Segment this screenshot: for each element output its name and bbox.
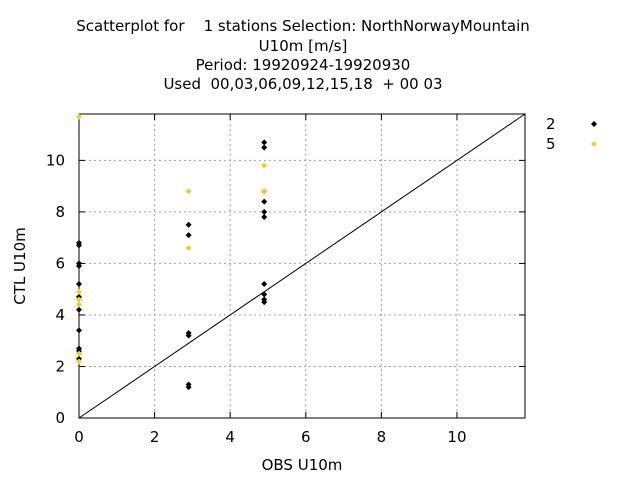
legend-marker-series-5 xyxy=(591,141,597,147)
y-tick-label: 10 xyxy=(46,151,65,169)
data-point-series-2 xyxy=(76,263,82,269)
chart-title-line-2: U10m [m/s] xyxy=(258,37,348,55)
x-tick-label: 0 xyxy=(74,428,84,446)
data-point-series-2 xyxy=(76,242,82,249)
y-tick-label: 2 xyxy=(55,357,65,375)
legend-marker-series-2 xyxy=(591,121,597,127)
data-point-series-2 xyxy=(185,221,192,228)
data-point-series-5 xyxy=(76,296,82,303)
x-tick-label: 2 xyxy=(150,428,160,446)
data-point-series-2 xyxy=(261,281,268,288)
data-point-series-5 xyxy=(261,188,268,195)
data-point-series-2 xyxy=(76,281,82,288)
chart-title-line-4: Used 00,03,06,09,12,15,18 + 00 03 xyxy=(163,75,443,93)
legend: 25 xyxy=(546,115,597,153)
y-tick-label: 0 xyxy=(55,409,65,427)
legend-label-series-2: 2 xyxy=(546,115,556,133)
reference-line-y-equals-x xyxy=(78,113,526,419)
x-tick-label: 8 xyxy=(377,428,387,446)
data-point-series-5 xyxy=(76,113,82,120)
data-point-series-2 xyxy=(185,332,192,339)
y-tick-label: 6 xyxy=(55,254,65,272)
data-point-series-5 xyxy=(185,244,192,251)
x-axis-label: OBS U10m xyxy=(262,456,343,474)
legend-label-series-5: 5 xyxy=(546,135,556,153)
y-tick-label: 4 xyxy=(55,306,65,324)
data-point-series-2 xyxy=(261,144,268,151)
data-point-series-5 xyxy=(185,188,192,195)
data-point-series-2 xyxy=(76,327,82,334)
data-point-series-2 xyxy=(261,139,268,146)
y-tick-label: 8 xyxy=(55,203,65,221)
data-point-series-2 xyxy=(261,208,268,215)
data-point-series-2 xyxy=(76,306,82,313)
data-point-series-5 xyxy=(76,350,82,357)
data-point-series-5 xyxy=(76,288,82,295)
axis-ticks: 0 2 4 6 8 10 0 2 4 6 8 10 xyxy=(46,114,525,446)
chart-title-line-3: Period: 19920924-19920930 xyxy=(195,56,411,74)
data-point-series-2 xyxy=(261,214,268,221)
data-point-series-5 xyxy=(261,162,268,169)
data-point-series-2 xyxy=(261,299,268,306)
data-point-series-2 xyxy=(185,384,192,391)
data-point-series-5 xyxy=(76,301,82,308)
x-tick-label: 6 xyxy=(301,428,311,446)
x-tick-label: 10 xyxy=(447,428,466,446)
data-point-series-2 xyxy=(261,291,268,298)
data-point-series-5 xyxy=(76,358,82,365)
y-axis-label: CTL U10m xyxy=(11,227,29,304)
data-point-series-2 xyxy=(185,232,192,239)
x-tick-label: 4 xyxy=(225,428,235,446)
grid xyxy=(79,114,525,418)
data-points xyxy=(76,113,268,391)
data-point-series-2 xyxy=(261,198,268,205)
chart-title-line-1: Scatterplot for 1 stations Selection: No… xyxy=(76,17,530,35)
